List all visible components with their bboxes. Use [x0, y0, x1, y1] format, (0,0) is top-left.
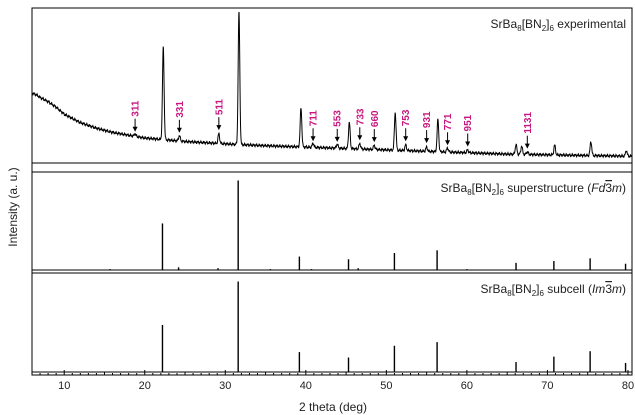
reflection-label: 733	[355, 108, 366, 125]
x-axis-label: 2 theta (deg)	[299, 400, 367, 414]
label-part-group_post: )	[622, 282, 626, 296]
reflection-arrowhead	[176, 127, 182, 133]
reflection-arrowhead	[132, 126, 138, 132]
panel-superstructure: SrBa8[BN2]6 superstructure (Fd3m)	[31, 171, 633, 274]
label-part-sub1: 8	[507, 289, 512, 298]
reflection-arrowhead	[524, 143, 530, 149]
reflection-marker-951: 951	[463, 114, 474, 147]
reflection-marker-511: 511	[214, 99, 225, 131]
label-part-group_post: )	[622, 181, 626, 195]
label-part-mid: [BN	[472, 181, 492, 195]
label-part-group_italic1: Im	[592, 282, 605, 296]
reflection-arrowhead	[445, 140, 451, 146]
x-tick-label: 60	[461, 380, 473, 392]
reflection-marker-711: 711	[309, 110, 320, 142]
reflection-arrowhead	[465, 141, 471, 147]
x-tick-label: 50	[380, 380, 392, 392]
label-part-tail: experimental	[554, 17, 626, 31]
x-tick-label: 40	[300, 380, 312, 392]
label-part-post: ]	[546, 17, 549, 31]
reflection-marker-771: 771	[443, 113, 454, 146]
reflection-label: 311	[131, 100, 142, 117]
reflection-label: 711	[309, 110, 320, 127]
label-part-group_bar: 3	[605, 282, 612, 296]
x-axis: 10 20 30 40 50 60 70 80	[31, 370, 634, 392]
reflection-arrowhead	[403, 136, 409, 142]
label-part-sub3: 6	[499, 188, 504, 197]
label-part-group_italic2: m	[612, 181, 622, 195]
label-part-pre: SrBa	[481, 282, 508, 296]
label-part-group_bar: 3	[605, 181, 612, 195]
reflection-marker-311: 311	[131, 100, 142, 132]
experimental-pattern-line	[31, 11, 633, 159]
x-tick-label: 70	[541, 380, 553, 392]
panel-experimental: 311 331 511 711 553 733 660 753 931 771 951 1131 SrB…	[31, 7, 633, 173]
reflection-marker-331: 331	[175, 101, 186, 133]
label-part-tail: superstructure	[504, 181, 584, 195]
reflection-label: 1131	[523, 112, 534, 134]
x-tick-label: 10	[58, 380, 70, 392]
panel-label-subcell: SrBa8[BN2]6 subcell (Im3m)	[481, 282, 626, 298]
label-part-mid: [BN	[522, 17, 542, 31]
reflection-label: 660	[370, 110, 381, 127]
label-part-post: ]	[536, 282, 539, 296]
label-part-tail: subcell	[544, 282, 585, 296]
label-part-sub2: 2	[492, 188, 497, 197]
label-part-mid: [BN	[512, 282, 532, 296]
label-part-group_italic1: Fd	[591, 181, 605, 195]
reflection-arrowhead	[371, 137, 377, 143]
label-part-post: ]	[496, 181, 499, 195]
reflection-label: 753	[401, 109, 412, 126]
panel-label-superstructure: SrBa8[BN2]6 superstructure (Fd3m)	[441, 181, 627, 197]
label-part-sub2: 2	[532, 289, 537, 298]
reflection-marker-553: 553	[333, 110, 344, 142]
reflection-marker-733: 733	[355, 108, 366, 141]
label-part-group_italic2: m	[612, 282, 622, 296]
reflection-label: 331	[175, 101, 186, 118]
reflection-label: 771	[443, 113, 454, 130]
reflection-label: 553	[333, 110, 344, 127]
reflection-arrowhead	[357, 135, 363, 141]
reflection-marker-1131: 1131	[523, 112, 534, 149]
reflection-label: 511	[214, 99, 225, 116]
reflection-label: 951	[463, 114, 474, 131]
reflection-arrowhead	[334, 136, 340, 142]
x-tick-label: 80	[622, 380, 634, 392]
label-part-sub3: 6	[550, 24, 555, 33]
panel-label-experimental: SrBa8[BN2]6 experimental	[491, 17, 626, 33]
reflection-label: 931	[422, 111, 433, 128]
label-part-sub3: 6	[539, 289, 544, 298]
reflection-marker-931: 931	[422, 111, 433, 144]
x-tick-label: 30	[219, 380, 231, 392]
label-part-group_pre: (	[585, 282, 592, 296]
reflection-arrowhead	[424, 138, 430, 144]
label-part-group_pre: (	[584, 181, 591, 195]
x-tick-label: 20	[139, 380, 151, 392]
label-part-sub1: 8	[467, 188, 472, 197]
reflection-marker-660: 660	[370, 110, 381, 143]
label-part-pre: SrBa	[441, 181, 468, 195]
panel-frame	[31, 272, 633, 376]
reflection-marker-753: 753	[401, 109, 412, 142]
label-part-sub2: 2	[542, 24, 547, 33]
panel-subcell: SrBa8[BN2]6 subcell (Im3m)	[31, 272, 633, 376]
label-part-pre: SrBa	[491, 17, 518, 31]
label-part-sub1: 8	[517, 24, 522, 33]
reflection-arrowhead	[310, 136, 316, 142]
y-axis-label: Intensity (a. u.)	[6, 167, 20, 246]
panel-layer: 311 331 511 711 553 733 660 753 931 771 951 1131 SrB…	[31, 7, 633, 376]
reflection-arrowhead	[216, 125, 222, 131]
